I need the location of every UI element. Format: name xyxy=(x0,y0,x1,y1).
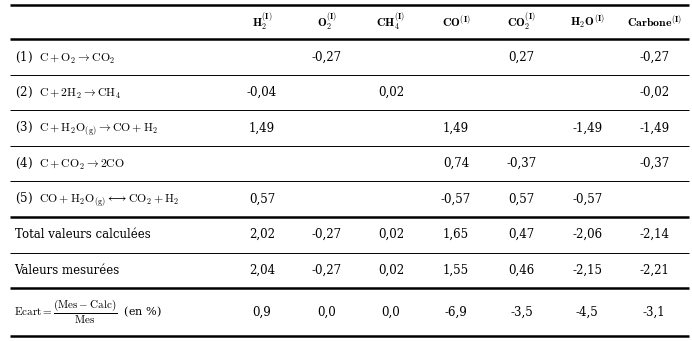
Text: (1)  $\mathrm{C + O_2 \rightarrow CO_2}$: (1) $\mathrm{C + O_2 \rightarrow CO_2}$ xyxy=(15,49,115,65)
Text: Total valeurs calculées: Total valeurs calculées xyxy=(15,228,150,241)
Text: -0,57: -0,57 xyxy=(572,192,602,205)
Text: 2,02: 2,02 xyxy=(249,228,275,241)
Text: 1,55: 1,55 xyxy=(443,264,469,277)
Text: 0,47: 0,47 xyxy=(509,228,535,241)
Text: -0,57: -0,57 xyxy=(441,192,471,205)
Text: -4,5: -4,5 xyxy=(576,306,599,318)
Text: (4)  $\mathrm{C + CO_2 \rightarrow 2CO}$: (4) $\mathrm{C + CO_2 \rightarrow 2CO}$ xyxy=(15,156,125,171)
Text: 1,65: 1,65 xyxy=(443,228,469,241)
Text: 0,0: 0,0 xyxy=(382,306,401,318)
Text: $\mathbf{O_2^{(I)}}$: $\mathbf{O_2^{(I)}}$ xyxy=(317,12,337,33)
Text: 0,02: 0,02 xyxy=(378,264,404,277)
Text: -3,5: -3,5 xyxy=(510,306,533,318)
Text: -2,06: -2,06 xyxy=(572,228,602,241)
Text: 0,27: 0,27 xyxy=(509,50,535,63)
Text: Valeurs mesurées: Valeurs mesurées xyxy=(15,264,120,277)
Text: -2,14: -2,14 xyxy=(639,228,669,241)
Text: (3)  $\mathrm{C + H_2O_{(g)} \rightarrow CO + H_2}$: (3) $\mathrm{C + H_2O_{(g)} \rightarrow … xyxy=(15,119,158,137)
Text: -2,15: -2,15 xyxy=(572,264,602,277)
Text: 0,46: 0,46 xyxy=(509,264,535,277)
Text: -0,27: -0,27 xyxy=(312,228,342,241)
Text: (2)  $\mathrm{C + 2H_2 \rightarrow CH_4}$: (2) $\mathrm{C + 2H_2 \rightarrow CH_4}$ xyxy=(15,85,120,100)
Text: -0,37: -0,37 xyxy=(639,157,669,170)
Text: (5)  $\mathrm{CO + H_2O_{(g)} \longleftrightarrow CO_2 + H_2}$: (5) $\mathrm{CO + H_2O_{(g)} \longleftri… xyxy=(15,190,179,208)
Text: -0,02: -0,02 xyxy=(639,86,669,99)
Text: 2,04: 2,04 xyxy=(249,264,275,277)
Text: -3,1: -3,1 xyxy=(643,306,666,318)
Text: $\mathrm{Ecart} = \dfrac{(\mathrm{Mes}-\mathrm{Calc})}{\mathrm{Mes}}$  (en %): $\mathrm{Ecart} = \dfrac{(\mathrm{Mes}-\… xyxy=(14,298,161,326)
Text: -2,21: -2,21 xyxy=(639,264,669,277)
Text: 0,0: 0,0 xyxy=(318,306,336,318)
Text: -0,27: -0,27 xyxy=(312,264,342,277)
Text: 0,02: 0,02 xyxy=(378,228,404,241)
Text: -1,49: -1,49 xyxy=(572,121,602,134)
Text: $\mathbf{CO^{(I)}}$: $\mathbf{CO^{(I)}}$ xyxy=(441,14,471,30)
Text: $\mathbf{H_2O^{(I)}}$: $\mathbf{H_2O^{(I)}}$ xyxy=(570,13,605,31)
Text: -0,27: -0,27 xyxy=(312,50,342,63)
Text: -1,49: -1,49 xyxy=(639,121,669,134)
Text: 0,02: 0,02 xyxy=(378,86,404,99)
Text: $\mathbf{CO_2^{(I)}}$: $\mathbf{CO_2^{(I)}}$ xyxy=(507,12,536,33)
Text: -6,9: -6,9 xyxy=(444,306,467,318)
Text: 0,57: 0,57 xyxy=(509,192,535,205)
Text: 0,57: 0,57 xyxy=(249,192,275,205)
Text: $\mathbf{CH_4^{(I)}}$: $\mathbf{CH_4^{(I)}}$ xyxy=(376,12,406,33)
Text: $\mathbf{Carbone^{(I)}}$: $\mathbf{Carbone^{(I)}}$ xyxy=(627,14,682,30)
Text: -0,27: -0,27 xyxy=(639,50,669,63)
Text: 0,74: 0,74 xyxy=(443,157,469,170)
Text: $\mathbf{H_2^{(I)}}$: $\mathbf{H_2^{(I)}}$ xyxy=(252,12,272,33)
Text: -0,04: -0,04 xyxy=(247,86,277,99)
Text: 0,9: 0,9 xyxy=(253,306,271,318)
Text: 1,49: 1,49 xyxy=(443,121,469,134)
Text: 1,49: 1,49 xyxy=(249,121,275,134)
Text: -0,37: -0,37 xyxy=(507,157,537,170)
